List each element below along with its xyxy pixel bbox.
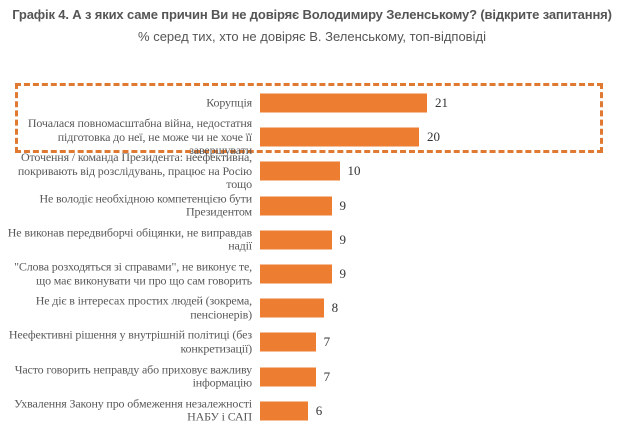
category-label: "Слова розходяться зі справами", не вико… xyxy=(14,259,252,287)
bar xyxy=(260,230,332,250)
category-label: Ухвалення Закону про обмеження незалежно… xyxy=(14,396,252,424)
category-label: Не виконав передвиборчі обіцянки, не вип… xyxy=(7,225,252,253)
category-label: Почалася повномасштабна війна, недостатн… xyxy=(27,115,252,157)
category-label: Часто говорить неправду або приховує важ… xyxy=(14,362,252,390)
category-label: Неефективні рішення у внутрішній політиц… xyxy=(8,327,252,356)
data-label: 21 xyxy=(434,95,448,110)
data-label: 7 xyxy=(323,334,331,350)
data-label: 9 xyxy=(339,266,347,281)
bar xyxy=(260,127,419,147)
data-label: 10 xyxy=(347,163,361,179)
data-label: 6 xyxy=(315,402,323,418)
data-label: 20 xyxy=(427,129,440,145)
data-label: 7 xyxy=(323,368,331,384)
bar xyxy=(260,264,332,284)
bar xyxy=(260,367,316,387)
bar xyxy=(260,332,316,352)
bar xyxy=(260,298,324,318)
data-label: 9 xyxy=(339,197,347,213)
highlight-dashed-box xyxy=(15,83,603,153)
category-label: Корупція xyxy=(206,95,252,110)
chart-subtitle: % серед тих, хто не довіряє В. Зеленсько… xyxy=(138,29,486,44)
category-label: Не діє в інтересах простих людей (зокрем… xyxy=(35,293,252,322)
data-label: 8 xyxy=(331,300,339,316)
category-label: Оточення / команда Президента: неефектив… xyxy=(17,150,252,192)
data-label: 9 xyxy=(339,231,347,247)
bar xyxy=(260,196,332,216)
bar xyxy=(260,161,340,181)
bar xyxy=(260,93,427,113)
bar xyxy=(260,401,308,421)
chart-title: Графік 4. А з яких саме причин Ви не дов… xyxy=(12,7,612,22)
category-label: Не володіє необхідною компетенцією бути … xyxy=(39,191,252,219)
chart-header: Графік 4. А з яких саме причин Ви не дов… xyxy=(0,6,624,45)
